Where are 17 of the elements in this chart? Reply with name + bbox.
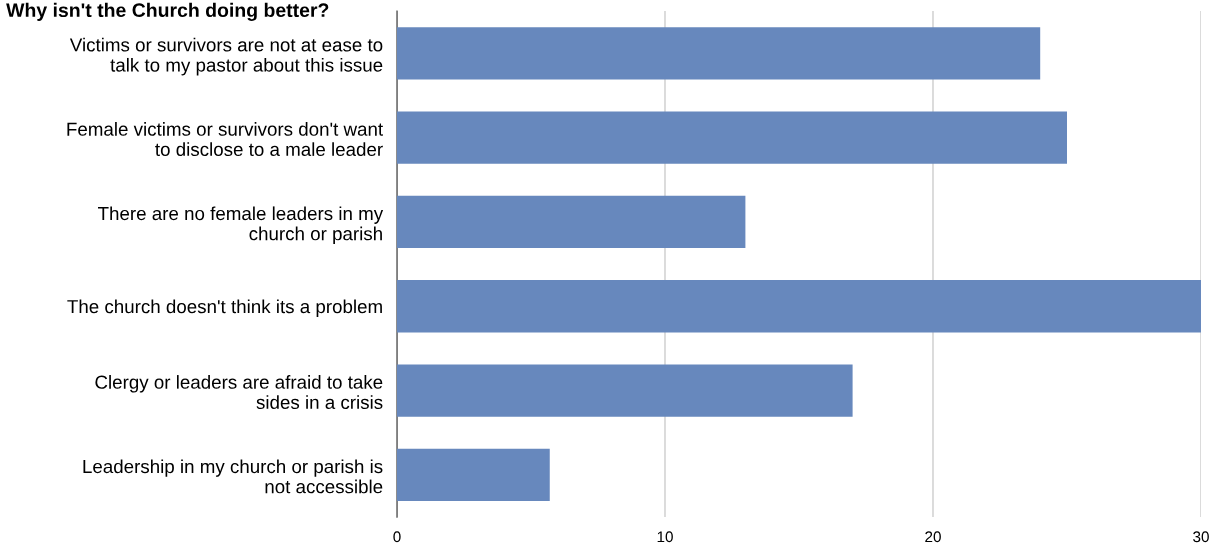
y-tick-label: The church doesn't think its a problem <box>67 299 382 317</box>
x-tick-label: 0 <box>393 531 401 543</box>
bar <box>397 364 853 417</box>
bar <box>397 195 746 249</box>
bar <box>397 448 550 502</box>
bar <box>397 111 1067 164</box>
x-tick-label: 30 <box>1193 531 1209 543</box>
y-tick-label: Clergy or leaders are afraid to take sides in a crisis <box>95 375 383 410</box>
x-tick-label: 20 <box>925 531 941 543</box>
y-tick-label: There are no female leaders in my church or parish <box>98 206 384 245</box>
bar <box>397 280 1201 333</box>
x-tick-label: 10 <box>657 531 673 543</box>
bar <box>397 27 1041 80</box>
y-tick-label: Leadership in my church or parish is not accessible <box>83 459 383 494</box>
y-tick-label: Female victims or survivors don't want to disclose to a male leader <box>67 122 383 157</box>
text: Why isn't the Church doing better? <box>6 2 329 21</box>
y-tick-label: Victims or survivors are not at ease to talk to my pastor about this issue <box>69 37 383 76</box>
